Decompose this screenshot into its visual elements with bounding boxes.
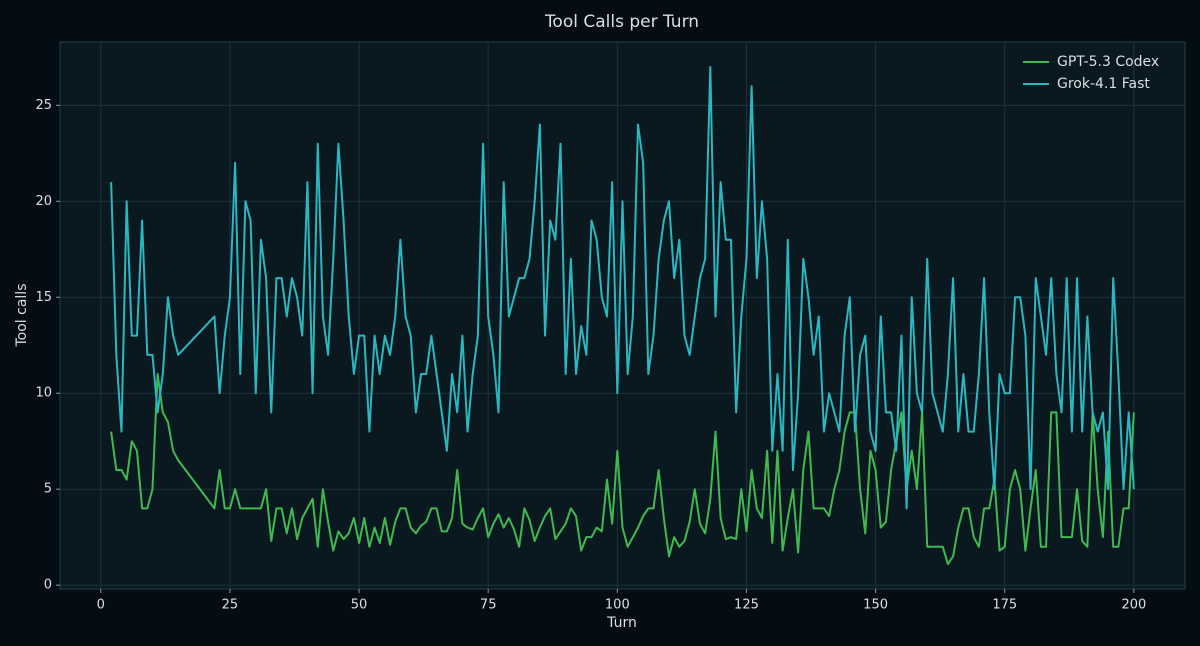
- x-tick-label: 175: [992, 598, 1017, 613]
- y-axis-label: Tool calls: [14, 284, 30, 348]
- legend-label: Grok-4.1 Fast: [1057, 76, 1150, 92]
- x-axis-label: Turn: [606, 615, 637, 631]
- x-tick-label: 75: [480, 598, 497, 613]
- plot-area: [59, 41, 1186, 590]
- y-tick-label: 0: [44, 578, 52, 593]
- y-tick-label: 15: [35, 290, 52, 305]
- x-tick-label: 25: [222, 598, 239, 613]
- x-tick-label: 150: [863, 598, 888, 613]
- chart-title: Tool Calls per Turn: [544, 12, 699, 32]
- x-tick-label: 0: [97, 598, 105, 613]
- y-tick-label: 10: [35, 386, 52, 401]
- line-series: [110, 65, 1135, 510]
- legend-label: GPT-5.3 Codex: [1057, 54, 1159, 70]
- y-tick-label: 20: [35, 194, 52, 209]
- x-tick-label: 100: [605, 598, 630, 613]
- x-tick-label: 125: [734, 598, 759, 613]
- line-series: [110, 373, 1135, 566]
- x-tick-label: 200: [1121, 598, 1146, 613]
- y-tick-label: 5: [44, 482, 52, 497]
- legend: GPT-5.3 Codex Grok-4.1 Fast: [1023, 54, 1159, 92]
- x-tick-label: 50: [351, 598, 368, 613]
- y-tick-label: 25: [35, 98, 52, 113]
